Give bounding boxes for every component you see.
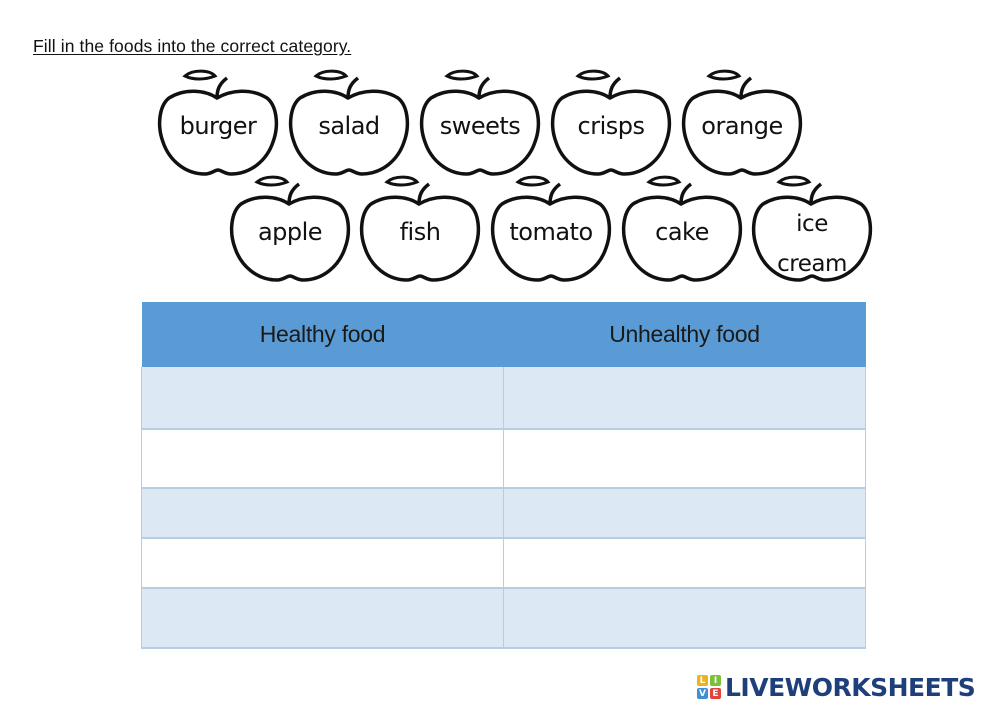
logo-text: LIVEWORKSHEETS bbox=[725, 672, 976, 702]
food-item-fish[interactable]: fish bbox=[357, 174, 483, 290]
table-header-row: Healthy food Unhealthy food bbox=[141, 302, 866, 367]
table-row bbox=[141, 588, 866, 649]
food-item-sweets[interactable]: sweets bbox=[417, 68, 543, 184]
unhealthy-answer-input[interactable] bbox=[504, 501, 865, 525]
apple-outline-icon bbox=[288, 69, 410, 176]
food-item-orange[interactable]: orange bbox=[679, 68, 805, 184]
healthy-answer-input[interactable] bbox=[142, 447, 503, 470]
food-label: tomato bbox=[509, 218, 593, 246]
food-item-cake[interactable]: cake bbox=[619, 174, 745, 290]
healthy-drop-cell[interactable] bbox=[141, 367, 504, 430]
food-label: burger bbox=[179, 112, 257, 140]
table-row bbox=[141, 367, 866, 430]
table-row bbox=[141, 538, 866, 589]
apple-outline-icon bbox=[490, 175, 612, 282]
food-label: fish bbox=[399, 218, 441, 246]
apple-outline-icon bbox=[751, 175, 873, 282]
apple-outline-icon bbox=[550, 69, 672, 176]
table-row bbox=[141, 488, 866, 539]
unhealthy-drop-cell[interactable] bbox=[503, 588, 866, 649]
apple-outline-icon bbox=[681, 69, 803, 176]
healthy-drop-cell[interactable] bbox=[141, 488, 504, 539]
healthy-drop-cell[interactable] bbox=[141, 588, 504, 649]
logo-block-i: I bbox=[710, 675, 721, 686]
header-unhealthy-food: Unhealthy food bbox=[503, 302, 866, 367]
apple-outline-icon bbox=[229, 175, 351, 282]
food-item-burger[interactable]: burger bbox=[155, 68, 281, 184]
logo-block-l: L bbox=[697, 675, 708, 686]
food-label-line2: cream bbox=[777, 251, 847, 277]
unhealthy-drop-cell[interactable] bbox=[503, 538, 866, 589]
logo-block-e: E bbox=[710, 688, 721, 699]
liveworksheets-logo: L I V E LIVEWORKSHEETS bbox=[697, 672, 976, 702]
food-item-salad[interactable]: salad bbox=[286, 68, 412, 184]
apple-outline-icon bbox=[419, 69, 541, 176]
logo-block-v: V bbox=[697, 688, 708, 699]
apple-outline-icon bbox=[157, 69, 279, 176]
apple-outline-icon bbox=[621, 175, 743, 282]
food-label: sweets bbox=[439, 112, 521, 140]
food-item-crisps[interactable]: crisps bbox=[548, 68, 674, 184]
food-label: orange bbox=[701, 112, 783, 140]
category-table: Healthy food Unhealthy food bbox=[141, 302, 866, 649]
live-blocks-icon: L I V E bbox=[697, 675, 721, 699]
unhealthy-answer-input[interactable] bbox=[504, 386, 865, 409]
unhealthy-drop-cell[interactable] bbox=[503, 429, 866, 489]
food-item-apple[interactable]: apple bbox=[227, 174, 353, 290]
unhealthy-drop-cell[interactable] bbox=[503, 367, 866, 430]
food-item-ice-cream[interactable]: ice cream bbox=[749, 174, 875, 290]
healthy-answer-input[interactable] bbox=[142, 501, 503, 525]
instruction-text: Fill in the foods into the correct categ… bbox=[33, 36, 352, 56]
food-label: crisps bbox=[577, 112, 645, 140]
header-healthy-food: Healthy food bbox=[141, 302, 504, 367]
healthy-answer-input[interactable] bbox=[142, 386, 503, 409]
table-row bbox=[141, 429, 866, 489]
unhealthy-answer-input[interactable] bbox=[504, 551, 865, 575]
food-label-line1: ice bbox=[796, 211, 828, 237]
food-label: ice cream bbox=[749, 204, 875, 284]
unhealthy-drop-cell[interactable] bbox=[503, 488, 866, 539]
healthy-drop-cell[interactable] bbox=[141, 429, 504, 489]
healthy-answer-input[interactable] bbox=[142, 606, 503, 630]
unhealthy-answer-input[interactable] bbox=[504, 447, 865, 470]
healthy-answer-input[interactable] bbox=[142, 551, 503, 575]
food-label: cake bbox=[655, 218, 709, 246]
unhealthy-answer-input[interactable] bbox=[504, 606, 865, 630]
apple-outline-icon bbox=[359, 175, 481, 282]
food-label: salad bbox=[318, 112, 380, 140]
food-label: apple bbox=[257, 218, 323, 246]
healthy-drop-cell[interactable] bbox=[141, 538, 504, 589]
food-item-tomato[interactable]: tomato bbox=[488, 174, 614, 290]
